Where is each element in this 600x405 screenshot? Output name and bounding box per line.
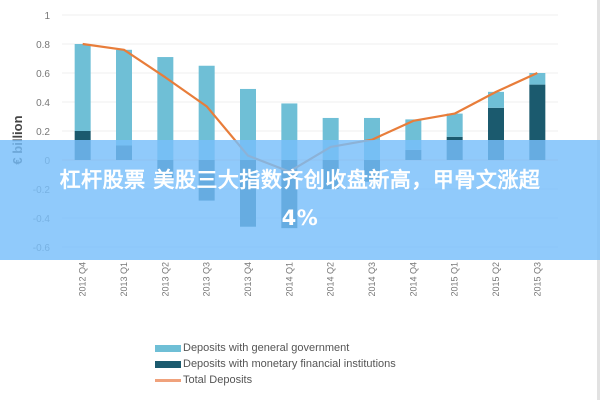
legend-item-mfi: Deposits with monetary financial institu… bbox=[155, 356, 396, 372]
bar-general-government bbox=[74, 44, 91, 131]
headline-line-1: 杠杆股票 美股三大指数齐创收盘新高，甲骨文涨超 bbox=[59, 168, 541, 192]
legend-label: Total Deposits bbox=[183, 374, 253, 386]
x-tick-label: 2014 Q2 bbox=[326, 262, 336, 297]
legend-item-general-government: Deposits with general government bbox=[155, 340, 396, 356]
bar-general-government bbox=[529, 73, 546, 85]
x-tick-label: 2015 Q3 bbox=[532, 262, 542, 297]
bar-general-government bbox=[198, 65, 215, 160]
legend-item-total: Total Deposits bbox=[155, 372, 396, 388]
x-tick-label: 2015 Q1 bbox=[450, 262, 460, 297]
bar-general-government bbox=[488, 91, 504, 108]
x-tick-label: 2013 Q2 bbox=[160, 262, 170, 297]
legend-label: Deposits with general government bbox=[183, 342, 350, 354]
legend-label: Deposits with monetary financial institu… bbox=[183, 358, 396, 370]
bar-general-government bbox=[446, 113, 463, 137]
headline-text: 杠杆股票 美股三大指数齐创收盘新高，甲骨文涨超 4% bbox=[0, 140, 600, 260]
bar-general-government bbox=[157, 57, 174, 160]
legend-swatch-general-government bbox=[155, 344, 181, 352]
legend-swatch-total bbox=[155, 378, 181, 382]
legend: Deposits with general government Deposit… bbox=[155, 340, 396, 388]
x-tick-label: 2014 Q1 bbox=[284, 262, 294, 297]
headline-line-2: 4% bbox=[281, 206, 319, 230]
x-tick-label: 2014 Q4 bbox=[408, 262, 418, 297]
x-tick-label: 2013 Q4 bbox=[243, 262, 253, 297]
y-tick-label: 0.4 bbox=[36, 98, 50, 109]
x-tick-label: 2014 Q3 bbox=[367, 262, 377, 297]
x-tick-label: 2013 Q3 bbox=[202, 262, 212, 297]
x-tick-label: 2013 Q1 bbox=[119, 262, 129, 297]
y-tick-label: 0.2 bbox=[36, 127, 50, 138]
legend-swatch-mfi bbox=[155, 360, 181, 368]
y-tick-label: 1 bbox=[44, 11, 50, 22]
headline-banner[interactable]: 杠杆股票 美股三大指数齐创收盘新高，甲骨文涨超 4% bbox=[0, 140, 600, 260]
x-tick-label: 2012 Q4 bbox=[78, 262, 88, 297]
y-tick-label: 0.8 bbox=[36, 40, 50, 51]
bar-general-government bbox=[116, 49, 132, 146]
y-tick-label: 0.6 bbox=[36, 69, 50, 80]
x-tick-label: 2015 Q2 bbox=[491, 262, 501, 297]
